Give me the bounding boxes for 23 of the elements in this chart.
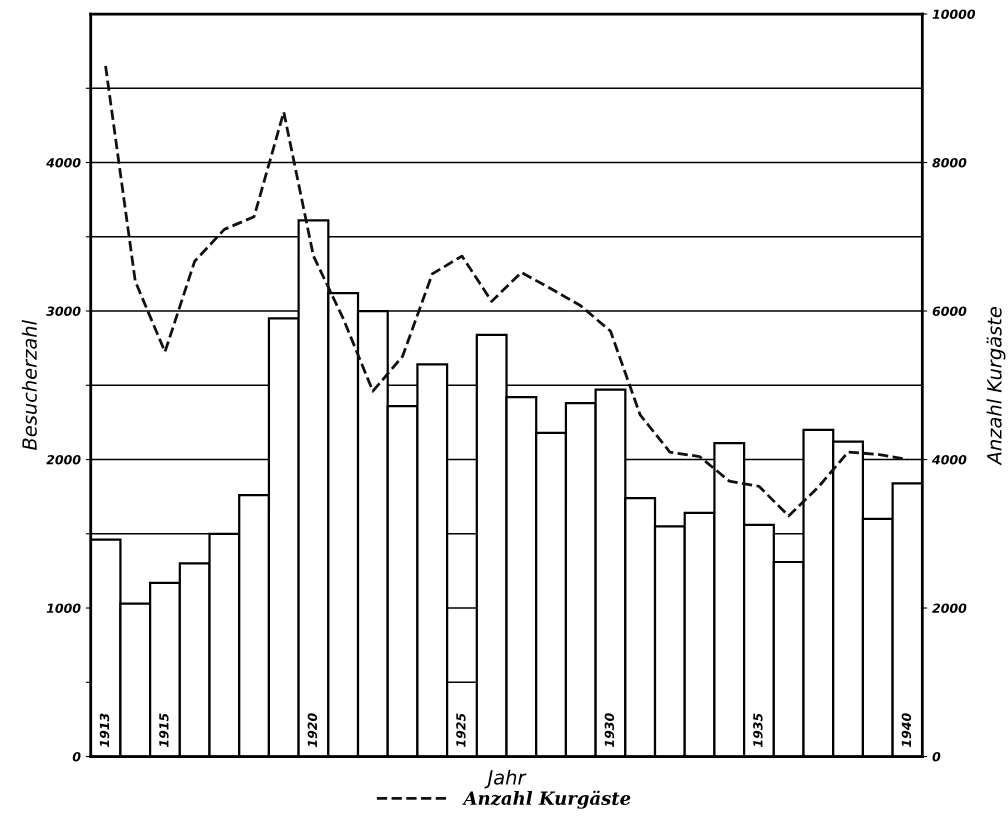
x-tick-label: 1920 bbox=[307, 713, 318, 748]
y2-tick-label: 0 bbox=[932, 752, 941, 762]
x-tick-label: 1930 bbox=[604, 713, 615, 748]
y-tick-label: 1000 bbox=[46, 603, 81, 613]
y-tick-label: 2000 bbox=[46, 455, 81, 465]
y2-tick-label: 8000 bbox=[932, 158, 967, 168]
x-tick-label: 1925 bbox=[456, 713, 466, 748]
x-tick-label: 1935 bbox=[753, 713, 763, 748]
y-tick-label: 0 bbox=[72, 752, 81, 762]
y2-tick-label: 2000 bbox=[932, 603, 967, 613]
y2-axis-title: Anzahl Kurgäste bbox=[986, 307, 1006, 466]
legend-label: Anzahl Kurgäste bbox=[462, 790, 631, 809]
y-tick-label: 4000 bbox=[46, 158, 81, 168]
y-axis-title: Besucherzahl bbox=[21, 320, 37, 451]
x-tick-label: 1940 bbox=[901, 713, 912, 748]
y2-tick-label: 6000 bbox=[932, 306, 967, 316]
y2-tick-label: 10000 bbox=[932, 9, 976, 19]
x-tick-label: 1915 bbox=[159, 713, 169, 748]
line-series bbox=[104, 64, 909, 518]
x-tick-label: 1913 bbox=[99, 713, 110, 748]
y2-tick-label: 4000 bbox=[932, 455, 967, 465]
y-tick-label: 3000 bbox=[46, 306, 81, 316]
x-axis-title: Jahr bbox=[484, 769, 527, 789]
